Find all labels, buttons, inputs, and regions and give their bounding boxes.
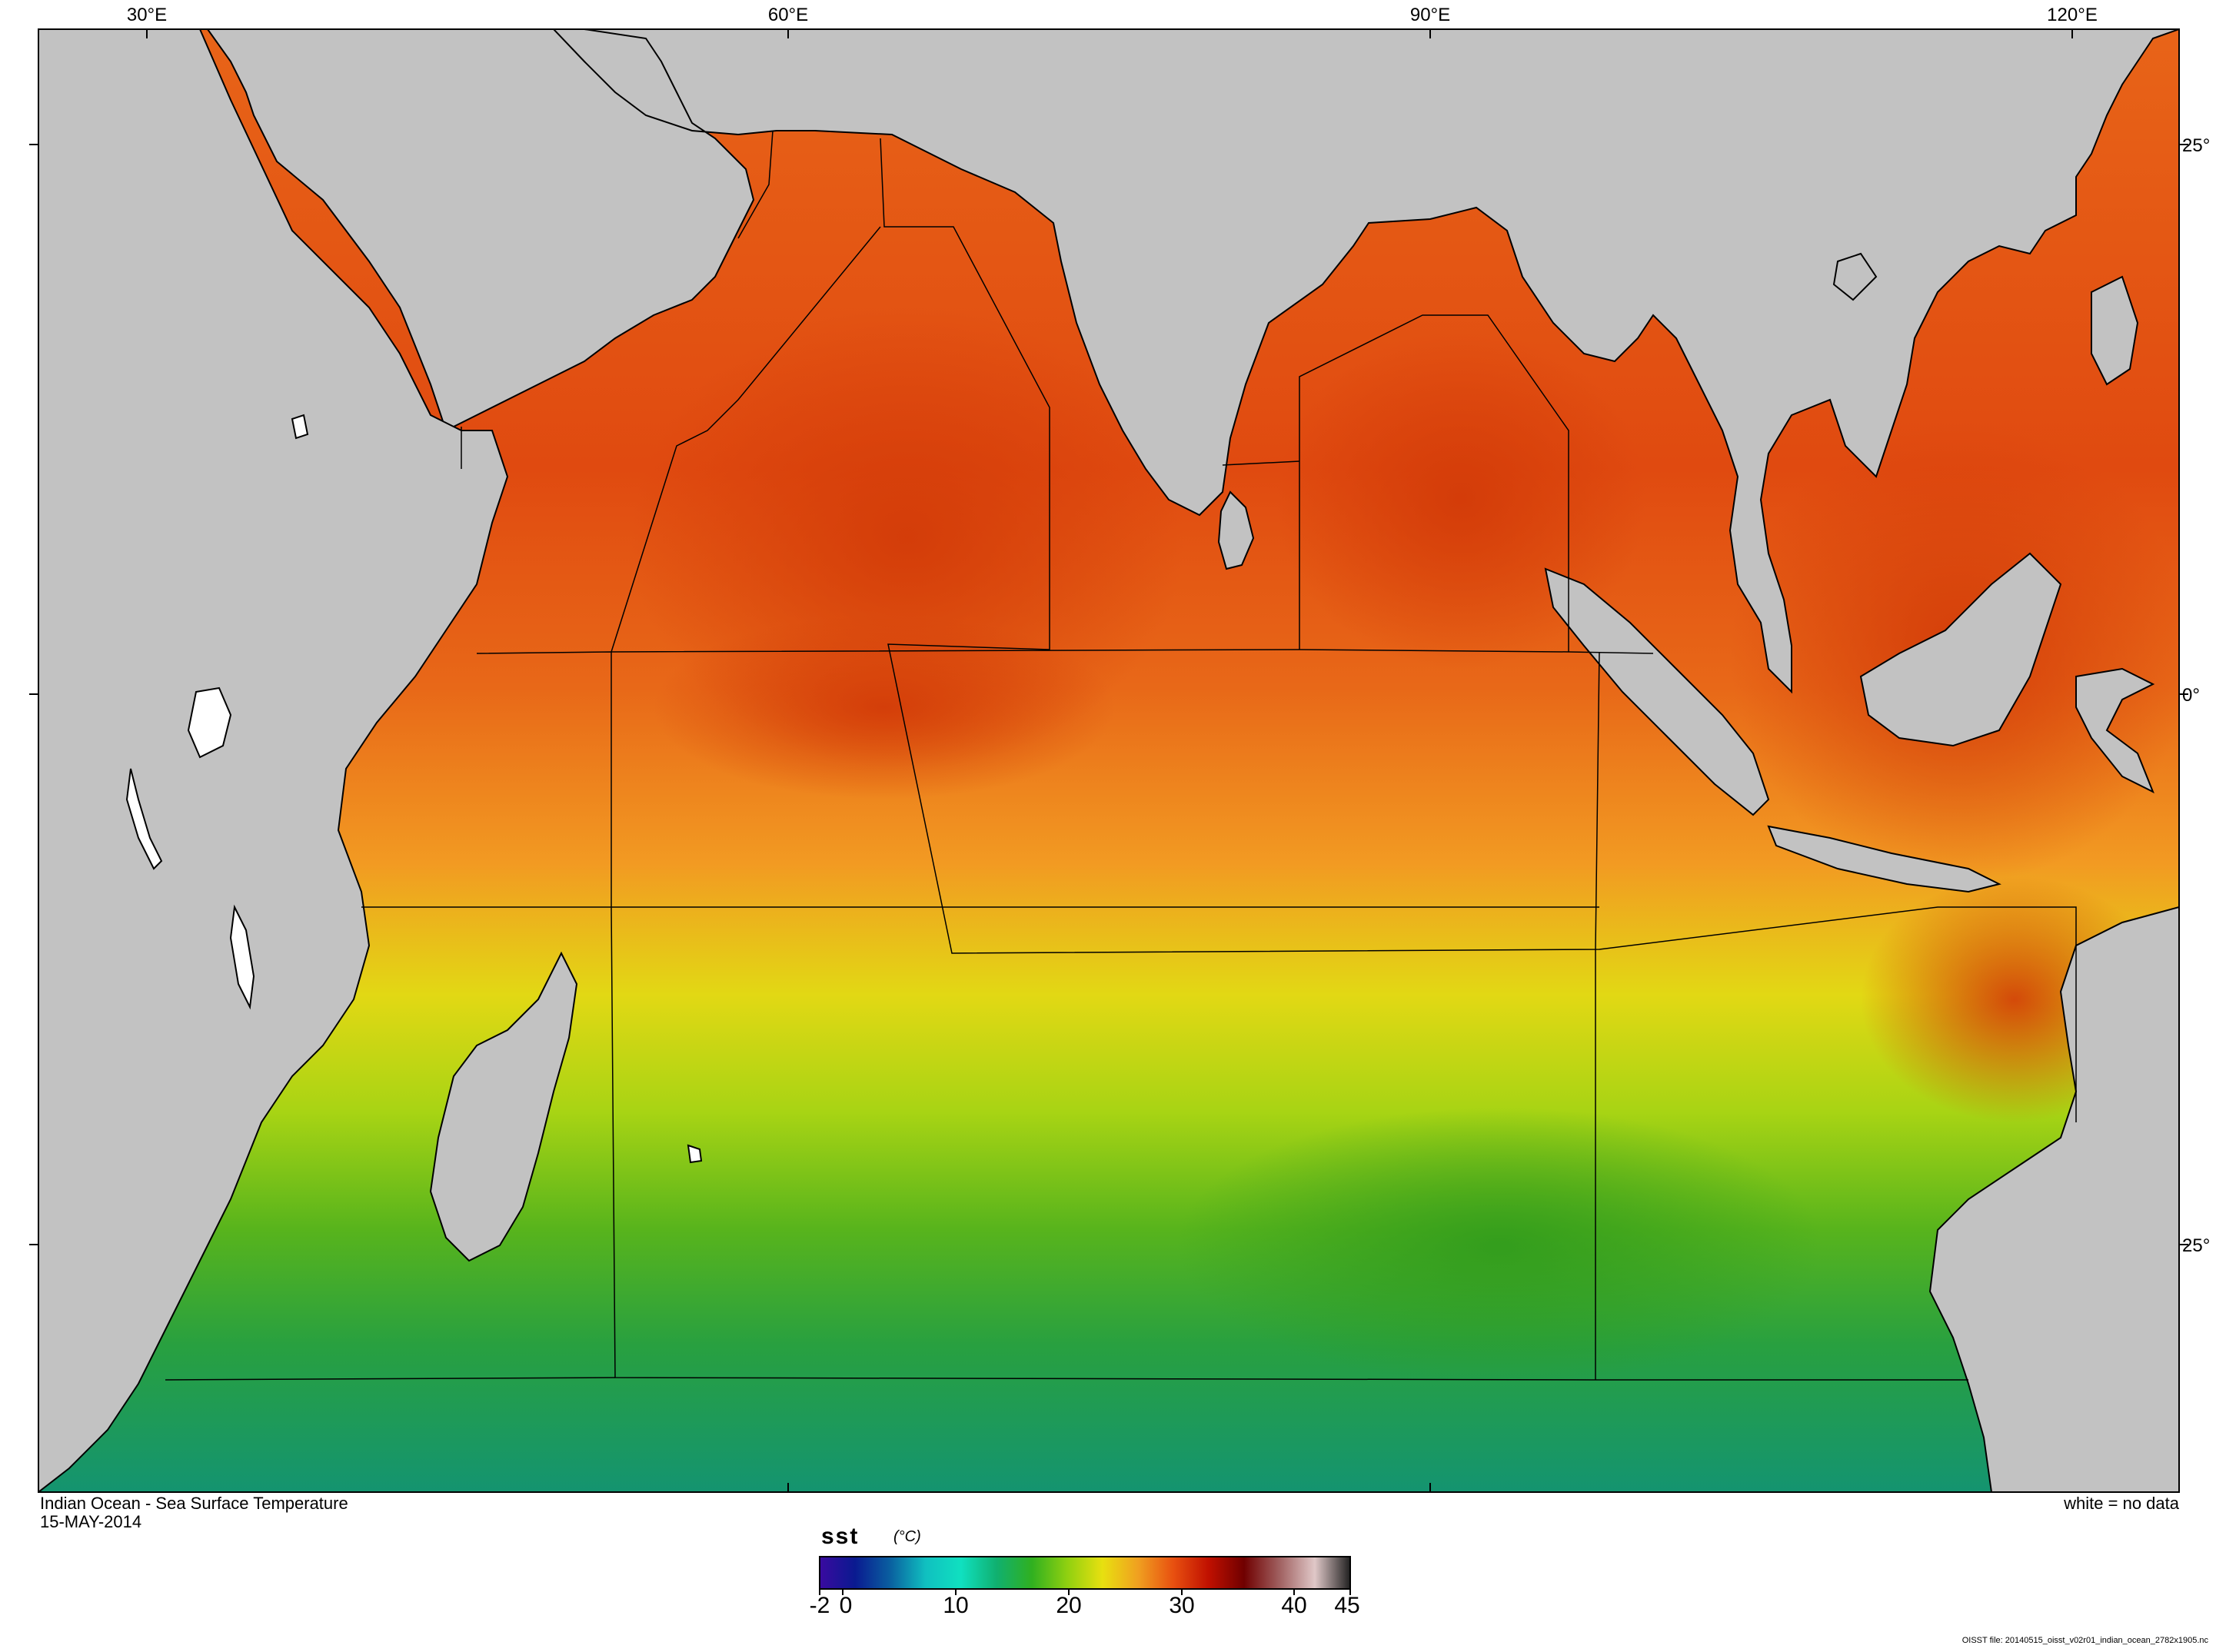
no-data-note: white = no data <box>2064 1494 2179 1513</box>
south-green-core <box>1176 1107 1822 1384</box>
colorbar-tick-label: 20 <box>1056 1593 1082 1618</box>
land-sri-lanka <box>1217 490 1255 570</box>
no-data-island-1 <box>187 686 232 759</box>
colorbar-tick-label: 30 <box>1169 1593 1195 1618</box>
colorbar-tick-label: -2 <box>809 1593 830 1618</box>
map-title: Indian Ocean - Sea Surface Temperature <box>40 1494 348 1513</box>
file-footnote: OISST file: 20140515_oisst_v02r01_indian… <box>1961 1636 2208 1645</box>
lon-label-90e: 90°E <box>1409 5 1451 25</box>
land <box>38 29 2179 1492</box>
land-madagascar <box>429 951 578 1262</box>
land-sulawesi <box>2075 667 2155 794</box>
lat-ticks <box>29 144 2188 1245</box>
colorbar-tick-label: 10 <box>943 1593 969 1618</box>
colorbar-ticks <box>819 1589 1351 1595</box>
land-java <box>1767 825 2001 893</box>
land-taiwan-hainan <box>1832 252 1878 301</box>
lon-label-60e: 60°E <box>767 5 809 25</box>
land-africa <box>38 29 509 1492</box>
no-data-islands <box>125 414 703 1164</box>
lon-ticks <box>146 29 2073 1492</box>
region-boundaries <box>165 130 2077 1381</box>
land-north <box>38 29 2179 694</box>
lat-label-25n: 25° <box>2182 135 2211 156</box>
lon-label-120e: 120°E <box>2047 5 2098 25</box>
equatorial-warm-core <box>654 615 1115 799</box>
map-border <box>38 28 2180 1493</box>
no-data-island-4 <box>687 1144 703 1164</box>
colorbar-tick-label: 0 <box>839 1593 853 1618</box>
no-data-island-3 <box>229 904 255 1010</box>
land-philippines <box>2091 275 2139 386</box>
land-borneo <box>1859 552 2062 747</box>
colorbar-variable: sst <box>821 1524 860 1549</box>
land-australia <box>1928 906 2179 1492</box>
no-data-island-5 <box>291 414 309 440</box>
lon-label-30e: 30°E <box>126 5 168 25</box>
colorbar-units: (°C) <box>893 1528 921 1545</box>
colorbar-tick-label: 40 <box>1281 1593 1307 1618</box>
map-date: 15-MAY-2014 <box>40 1512 142 1531</box>
map-frame-content <box>38 29 2179 1492</box>
colorbar-tick-label: 45 <box>1334 1593 1360 1618</box>
lat-label-0: 0° <box>2182 685 2200 706</box>
colorbar <box>819 1556 1351 1590</box>
lat-label-25s: 25° <box>2182 1235 2211 1256</box>
no-data-island-2 <box>125 768 163 870</box>
land-sumatra <box>1544 567 1770 816</box>
